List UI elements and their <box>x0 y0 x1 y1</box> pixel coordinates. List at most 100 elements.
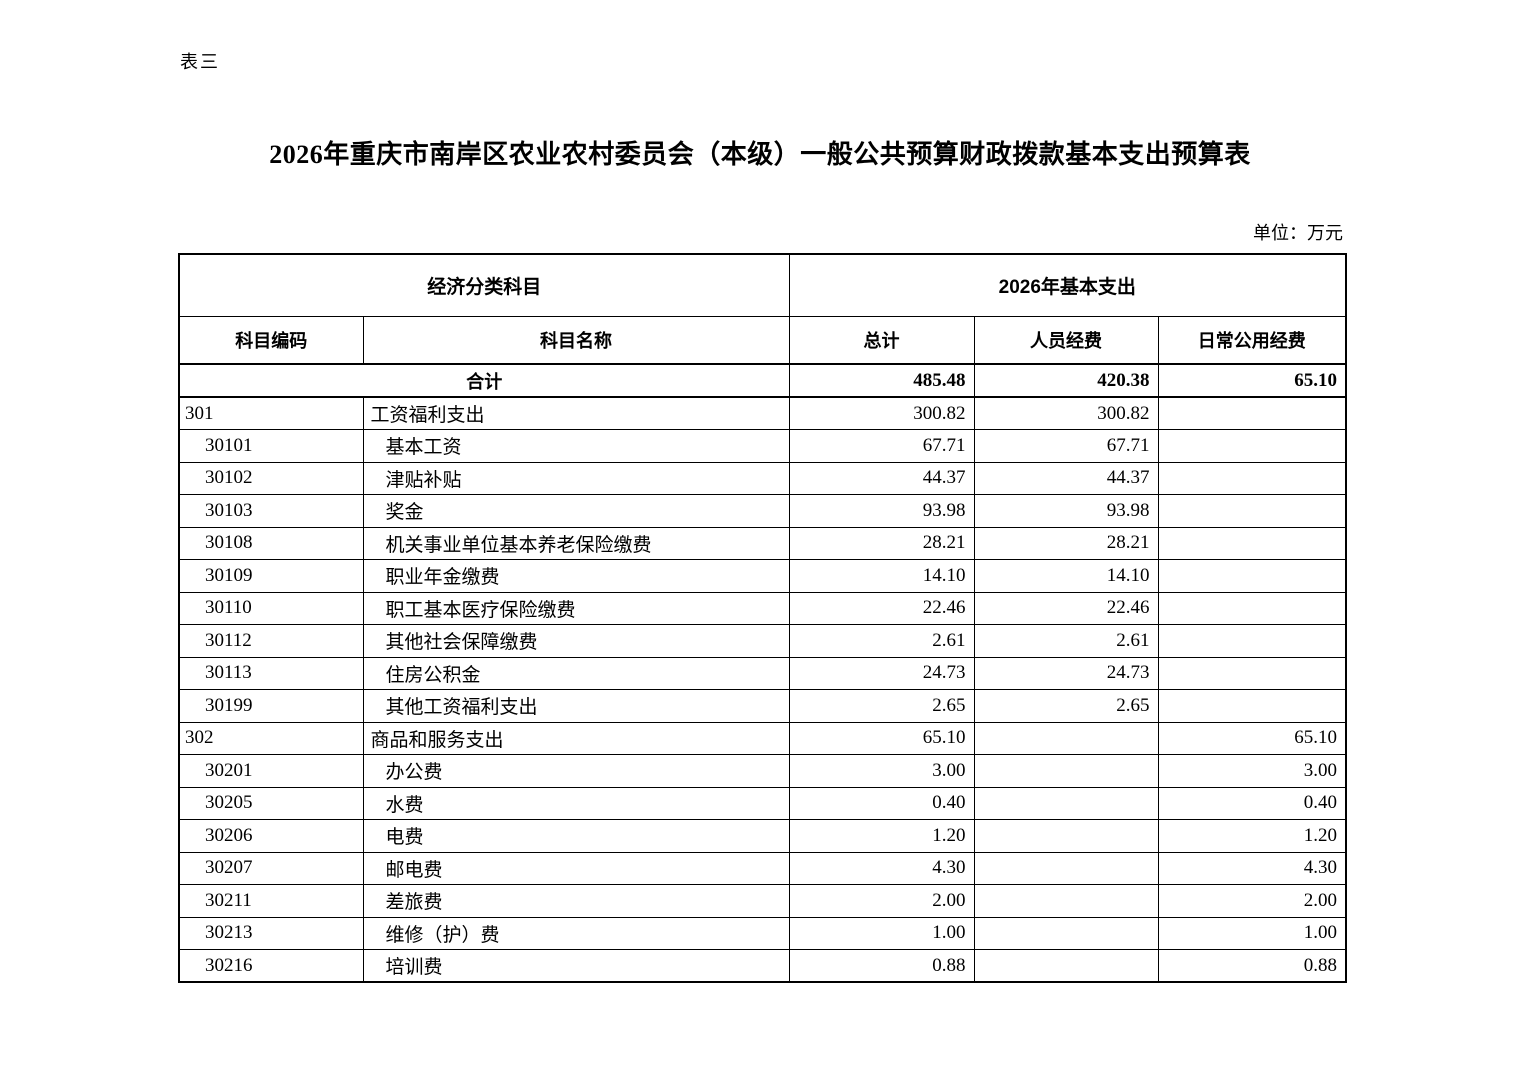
table-row: 30213 维修（护）费 1.00 1.00 <box>178 916 1347 950</box>
cell-subject-name: 水费 <box>362 786 790 820</box>
cell-total: 67.71 <box>788 429 975 463</box>
cell-personnel: 300.82 <box>973 396 1159 430</box>
cell-subject-code: 302 <box>178 721 364 755</box>
cell-total: 4.30 <box>788 851 975 885</box>
cell-public-funds <box>1157 461 1347 495</box>
col-header-personnel: 人员经费 <box>973 315 1159 365</box>
total-row-public: 65.10 <box>1157 363 1347 398</box>
cell-total: 44.37 <box>788 461 975 495</box>
budget-table: 经济分类科目 2026年基本支出 科目编码 科目名称 总计 人员经费 日常公用经… <box>178 253 1348 983</box>
total-row-label: 合计 <box>178 363 790 398</box>
cell-total: 28.21 <box>788 526 975 560</box>
table-number-label: 表三 <box>180 52 220 72</box>
cell-personnel <box>973 851 1159 885</box>
unit-label: 单位：万元 <box>1253 223 1343 243</box>
cell-subject-code: 301 <box>178 396 364 430</box>
cell-subject-code: 30110 <box>178 591 364 625</box>
cell-subject-name: 住房公积金 <box>362 656 790 690</box>
cell-subject-code: 30108 <box>178 526 364 560</box>
cell-personnel: 28.21 <box>973 526 1159 560</box>
cell-total: 2.65 <box>788 689 975 723</box>
table-row: 30113 住房公积金 24.73 24.73 <box>178 656 1347 690</box>
cell-public-funds <box>1157 689 1347 723</box>
cell-subject-code: 30112 <box>178 624 364 658</box>
cell-public-funds: 65.10 <box>1157 721 1347 755</box>
cell-subject-code: 30113 <box>178 656 364 690</box>
cell-subject-code: 30103 <box>178 494 364 528</box>
table-row: 30216 培训费 0.88 0.88 <box>178 949 1347 983</box>
cell-subject-code: 30207 <box>178 851 364 885</box>
cell-total: 300.82 <box>788 396 975 430</box>
table-row: 30101 基本工资 67.71 67.71 <box>178 429 1347 463</box>
cell-subject-name: 差旅费 <box>362 884 790 918</box>
cell-personnel: 93.98 <box>973 494 1159 528</box>
cell-personnel <box>973 949 1159 983</box>
table-row: 30103 奖金 93.98 93.98 <box>178 494 1347 528</box>
cell-subject-code: 30109 <box>178 559 364 593</box>
cell-subject-code: 30102 <box>178 461 364 495</box>
cell-total: 2.00 <box>788 884 975 918</box>
cell-subject-name: 其他社会保障缴费 <box>362 624 790 658</box>
table-body: 合计 485.48 420.38 65.10 301 工资福利支出 300.82 30… <box>178 363 1347 983</box>
cell-public-funds <box>1157 656 1347 690</box>
cell-subject-name: 培训费 <box>362 949 790 983</box>
cell-public-funds: 1.00 <box>1157 916 1347 950</box>
cell-public-funds <box>1157 559 1347 593</box>
cell-personnel <box>973 721 1159 755</box>
cell-personnel: 44.37 <box>973 461 1159 495</box>
cell-public-funds <box>1157 396 1347 430</box>
table-row: 30109 职业年金缴费 14.10 14.10 <box>178 559 1347 593</box>
table-row: 30102 津贴补贴 44.37 44.37 <box>178 461 1347 495</box>
cell-total: 93.98 <box>788 494 975 528</box>
cell-subject-name: 基本工资 <box>362 429 790 463</box>
cell-total: 14.10 <box>788 559 975 593</box>
cell-subject-code: 30206 <box>178 819 364 853</box>
header-group-row: 经济分类科目 2026年基本支出 <box>178 253 1347 317</box>
cell-public-funds: 1.20 <box>1157 819 1347 853</box>
cell-personnel: 2.65 <box>973 689 1159 723</box>
cell-subject-name: 商品和服务支出 <box>362 721 790 755</box>
cell-personnel <box>973 786 1159 820</box>
cell-total: 0.40 <box>788 786 975 820</box>
col-header-public-funds: 日常公用经费 <box>1157 315 1347 365</box>
page-title: 2026年重庆市南岸区农业农村委员会（本级）一般公共预算财政拨款基本支出预算表 <box>269 140 1251 169</box>
cell-public-funds: 0.40 <box>1157 786 1347 820</box>
table-row: 30206 电费 1.20 1.20 <box>178 819 1347 853</box>
cell-personnel: 22.46 <box>973 591 1159 625</box>
cell-personnel: 67.71 <box>973 429 1159 463</box>
cell-total: 65.10 <box>788 721 975 755</box>
table-row: 30211 差旅费 2.00 2.00 <box>178 884 1347 918</box>
cell-public-funds: 0.88 <box>1157 949 1347 983</box>
cell-subject-name: 工资福利支出 <box>362 396 790 430</box>
cell-subject-name: 职业年金缴费 <box>362 559 790 593</box>
cell-personnel <box>973 884 1159 918</box>
col-header-total: 总计 <box>788 315 975 365</box>
total-row: 合计 485.48 420.38 65.10 <box>178 363 1347 398</box>
table-header: 经济分类科目 2026年基本支出 科目编码 科目名称 总计 人员经费 日常公用经… <box>178 253 1347 365</box>
header-economic-classification: 经济分类科目 <box>178 253 790 317</box>
cell-public-funds: 4.30 <box>1157 851 1347 885</box>
cell-total: 24.73 <box>788 656 975 690</box>
cell-subject-code: 30211 <box>178 884 364 918</box>
cell-total: 0.88 <box>788 949 975 983</box>
cell-subject-code: 30213 <box>178 916 364 950</box>
cell-subject-name: 奖金 <box>362 494 790 528</box>
cell-subject-code: 30205 <box>178 786 364 820</box>
cell-subject-name: 办公费 <box>362 754 790 788</box>
cell-public-funds: 2.00 <box>1157 884 1347 918</box>
cell-total: 2.61 <box>788 624 975 658</box>
cell-public-funds <box>1157 591 1347 625</box>
cell-personnel <box>973 754 1159 788</box>
table-row: 30207 邮电费 4.30 4.30 <box>178 851 1347 885</box>
cell-total: 1.00 <box>788 916 975 950</box>
cell-personnel: 24.73 <box>973 656 1159 690</box>
cell-personnel: 2.61 <box>973 624 1159 658</box>
cell-subject-name: 邮电费 <box>362 851 790 885</box>
cell-public-funds <box>1157 494 1347 528</box>
cell-public-funds <box>1157 526 1347 560</box>
cell-subject-name: 职工基本医疗保险缴费 <box>362 591 790 625</box>
cell-total: 3.00 <box>788 754 975 788</box>
table-row: 30205 水费 0.40 0.40 <box>178 786 1347 820</box>
cell-total: 22.46 <box>788 591 975 625</box>
